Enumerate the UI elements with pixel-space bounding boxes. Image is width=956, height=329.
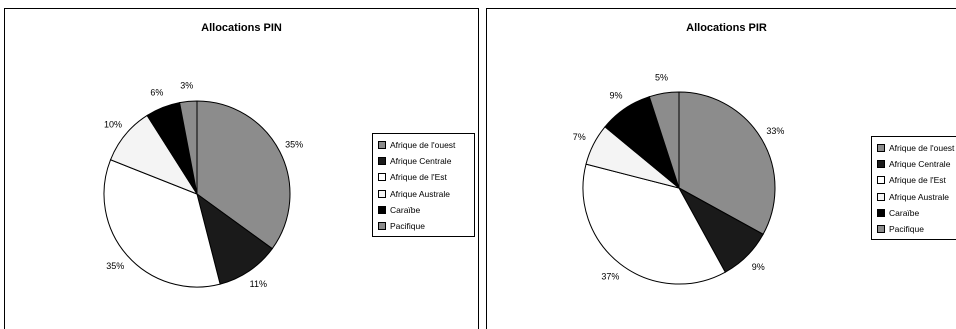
slice-percent-label: 10%	[104, 120, 122, 130]
legend-swatch	[877, 176, 885, 185]
slice-percent-label: 11%	[250, 279, 267, 289]
slice-percent-label: 5%	[655, 72, 668, 82]
legend-item: Afrique de l'ouest	[378, 137, 474, 153]
legend-item: Afrique Australe	[378, 186, 474, 202]
slice-percent-label: 9%	[752, 262, 765, 272]
legend-swatch	[378, 173, 386, 182]
pie-slice	[178, 100, 198, 195]
legend-item: Afrique de l'Est	[378, 169, 474, 185]
pie-slice	[196, 100, 291, 250]
legend-swatch	[877, 225, 885, 234]
legend-item: Afrique Centrale	[877, 156, 956, 172]
legend-label: Afrique de l'Est	[390, 172, 447, 183]
legend-item: Afrique Australe	[877, 189, 956, 205]
slice-percent-label: 9%	[609, 90, 622, 100]
legend-swatch	[877, 192, 885, 201]
pie-chart-pir: 33% 9% 37% 7% 9% 5%	[573, 72, 784, 285]
legend-swatch	[378, 205, 386, 214]
legend-swatch	[877, 208, 885, 217]
legend-item: Afrique de l'ouest	[877, 140, 956, 156]
legend-swatch	[378, 189, 386, 198]
pie-chart-pin: 35% 11% 35% 10% 6% 3%	[103, 81, 303, 289]
legend-item: Pacifique	[877, 221, 956, 237]
legend-item: Pacifique	[378, 218, 474, 234]
legend-item: Afrique de l'Est	[877, 172, 956, 188]
legend-swatch	[877, 144, 885, 153]
legend-label: Pacifique	[889, 224, 924, 235]
legend-label: Afrique de l'Est	[889, 175, 946, 186]
slice-percent-label: 7%	[573, 132, 586, 142]
slice-percent-label: 3%	[180, 81, 193, 91]
legend-label: Afrique Centrale	[889, 159, 951, 170]
legend-label: Afrique de l'ouest	[889, 143, 955, 154]
legend-label: Afrique Australe	[390, 188, 451, 199]
pie-slice	[678, 91, 776, 235]
slice-percent-label: 35%	[106, 261, 124, 271]
slice-percent-label: 35%	[285, 140, 303, 150]
legend-label: Caraïbe	[889, 207, 920, 218]
pie-slice	[582, 163, 726, 285]
chart-panel-pir: Allocations PIR 33% 9% 37% 7% 9% 5% Afrique d…	[486, 8, 956, 329]
chart-panel-pin: Allocations PIN 35% 11% 35% 10% 6% 3% Afrique…	[4, 8, 479, 329]
legend-item: Afrique Centrale	[378, 153, 474, 169]
legend-swatch	[378, 141, 386, 150]
legend-swatch	[877, 160, 885, 169]
chart-legend: Afrique de l'ouest Afrique Centrale Afriqu…	[372, 133, 475, 237]
legend-label: Caraïbe	[390, 204, 421, 215]
legend-swatch	[378, 157, 386, 166]
legend-label: Afrique Australe	[889, 191, 950, 202]
legend-swatch	[378, 222, 386, 231]
legend-label: Pacifique	[390, 221, 425, 232]
legend-item: Caraïbe	[877, 205, 956, 221]
chart-title: Allocations PIN	[201, 22, 282, 34]
pie-slice	[648, 91, 680, 189]
slice-percent-label: 37%	[601, 272, 619, 282]
pie-slice	[103, 159, 221, 288]
slice-percent-label: 33%	[766, 126, 784, 136]
chart-title: Allocations PIR	[686, 22, 767, 34]
slice-percent-label: 6%	[150, 88, 163, 98]
legend-item: Caraïbe	[378, 202, 474, 218]
chart-legend: Afrique de l'ouest Afrique Centrale Afriqu…	[871, 136, 956, 240]
legend-label: Afrique Centrale	[390, 156, 452, 167]
legend-label: Afrique de l'ouest	[390, 140, 456, 151]
